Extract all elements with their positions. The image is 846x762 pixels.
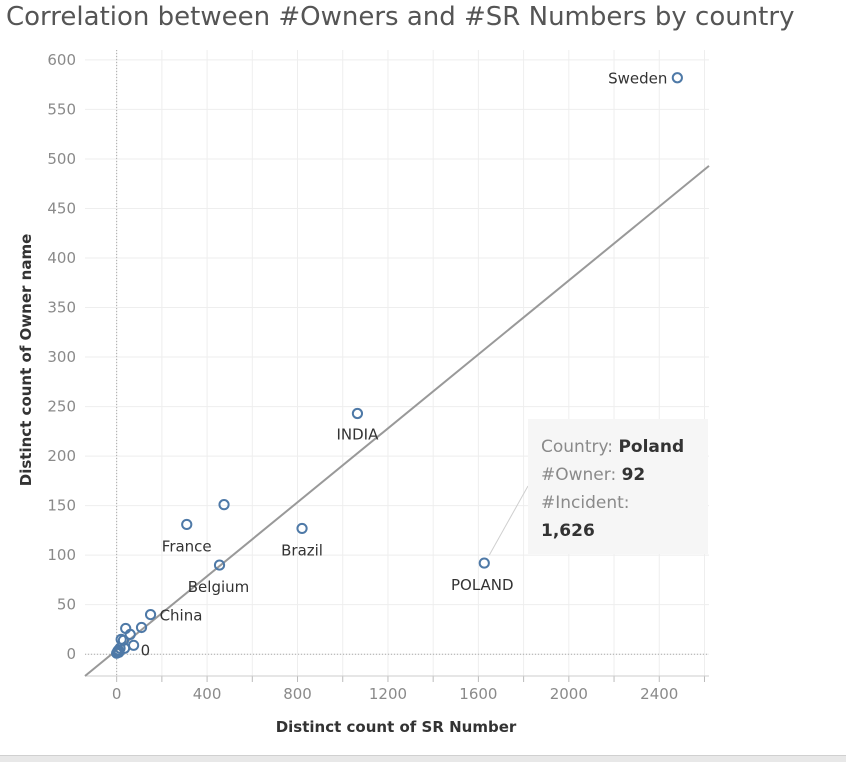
point-label: Sweden: [608, 70, 667, 88]
data-point[interactable]: [351, 407, 364, 420]
point-label: Belgium: [188, 578, 250, 596]
point-label: Brazil: [281, 541, 323, 559]
x-tick-label: 0: [112, 685, 122, 703]
point-label: INDIA: [336, 426, 379, 444]
data-point[interactable]: [296, 522, 308, 535]
trend-line[interactable]: [84, 165, 710, 677]
data-point[interactable]: [120, 622, 132, 635]
tooltip-country-row: Country: Poland: [541, 433, 708, 461]
data-point[interactable]: [478, 557, 490, 569]
tooltip-owner-row: #Owner: 92: [541, 461, 708, 489]
point-label: 0: [141, 641, 151, 659]
y-tick-label: 250: [47, 398, 76, 416]
data-point[interactable]: [135, 621, 148, 634]
x-tick-label: 400: [193, 685, 222, 703]
tooltip-incident-value: 1,626: [541, 521, 595, 541]
y-tick-label: 600: [47, 51, 76, 69]
points-layer[interactable]: [111, 72, 683, 659]
x-tick-label: 1200: [369, 685, 407, 703]
y-tick-label: 400: [47, 249, 76, 267]
y-tick-label: 100: [47, 546, 76, 564]
data-point[interactable]: [128, 639, 140, 651]
y-axis-title: Distinct count of Owner name: [17, 234, 35, 486]
tooltip-incident-key: #Incident:: [541, 493, 630, 513]
y-tick-label: 300: [47, 348, 76, 366]
data-point[interactable]: [113, 646, 125, 658]
y-tick-label: 550: [47, 100, 76, 118]
grid: [85, 50, 709, 676]
y-tick-label: 350: [47, 299, 76, 317]
x-tick-label: 1600: [459, 685, 497, 703]
x-axis-title: Distinct count of SR Number: [276, 718, 517, 736]
tooltip: Country: Poland #Owner: 92 #Incident: 1,…: [528, 419, 708, 554]
point-labels: Sweden INDIA POLAND Brazil France Belgium Chin…: [141, 70, 668, 660]
y-tick-label: 450: [47, 199, 76, 217]
data-point[interactable]: [218, 499, 230, 511]
y-tick-label: 500: [47, 150, 76, 168]
tooltip-owner-value: 92: [621, 465, 646, 485]
data-point[interactable]: [671, 72, 683, 84]
y-tick-label: 50: [57, 596, 76, 614]
point-label: France: [162, 537, 212, 555]
point-label: China: [160, 607, 203, 625]
y-tick-label: 150: [47, 497, 76, 515]
point-label: POLAND: [451, 576, 514, 594]
y-tick-label: 0: [66, 645, 76, 663]
trend-line-layer: [84, 165, 710, 677]
x-tick-label: 2400: [640, 685, 678, 703]
bottom-scrollbar[interactable]: [0, 755, 846, 762]
data-point[interactable]: [213, 559, 226, 571]
tooltip-pointer: [488, 485, 529, 556]
data-point[interactable]: [181, 518, 193, 531]
tooltip-country-value: Poland: [618, 437, 685, 457]
y-tick-label: 200: [47, 447, 76, 465]
tooltip-country-key: Country:: [541, 437, 614, 457]
x-tick-label: 800: [283, 685, 312, 703]
axes: 0 50 100 150 200 250 300 350 400 450 500 550 600 0 400…: [47, 51, 709, 703]
data-point[interactable]: [144, 608, 157, 621]
chart-title: Correlation between #Owners and #SR Numb…: [6, 2, 795, 32]
x-tick-label: 2000: [550, 685, 588, 703]
tooltip-owner-key: #Owner:: [541, 465, 617, 485]
